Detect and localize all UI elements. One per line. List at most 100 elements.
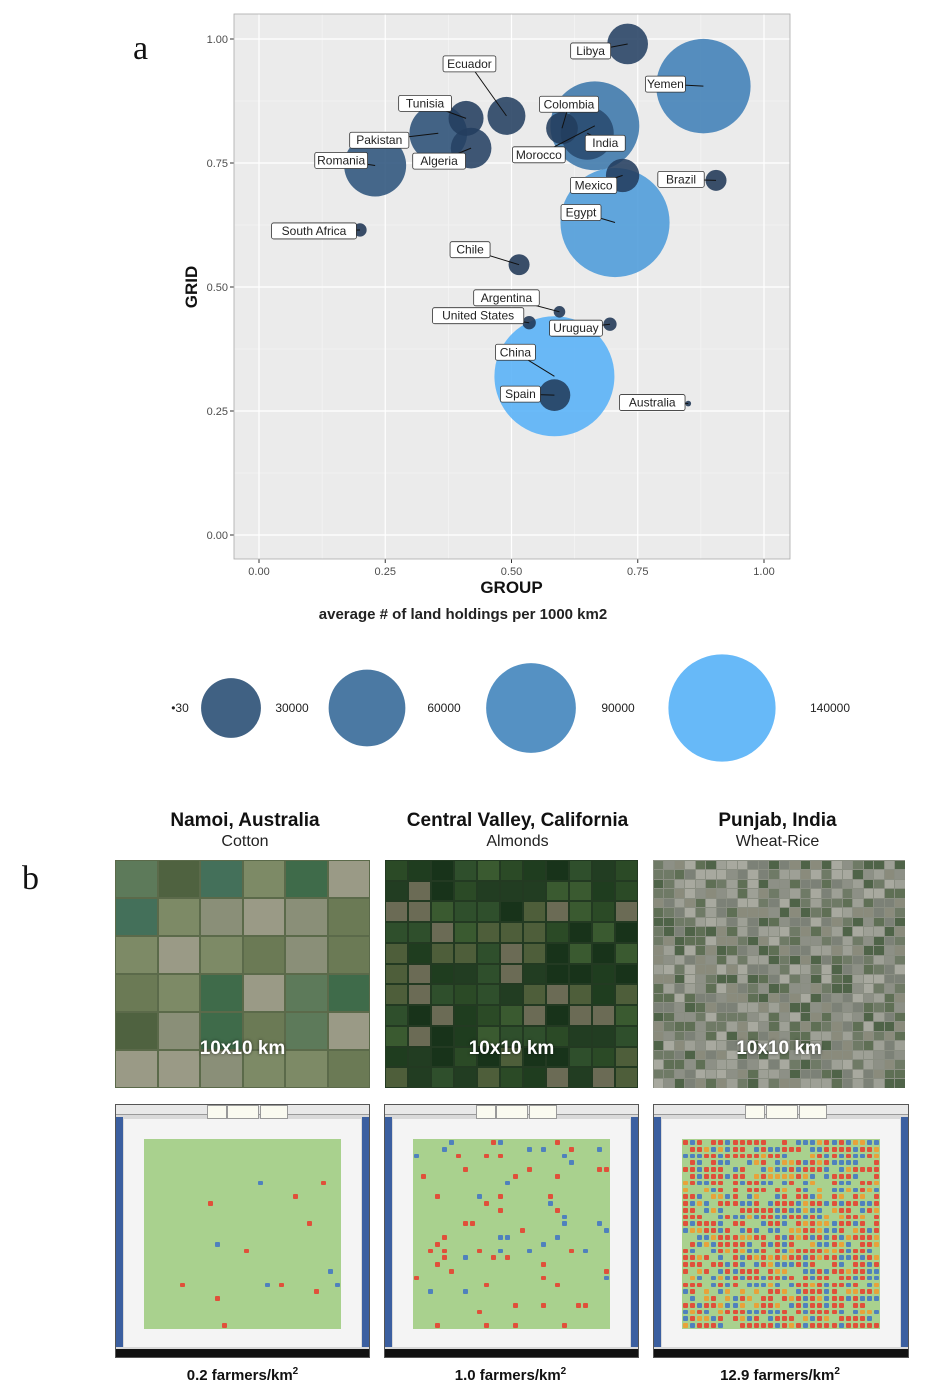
sim-agent-cell bbox=[774, 1173, 780, 1179]
field-parcel bbox=[863, 974, 873, 983]
field-parcel bbox=[758, 1012, 768, 1021]
sim-agent-cell bbox=[243, 1248, 249, 1254]
sim-agent-cell bbox=[428, 1289, 434, 1295]
field-parcel bbox=[884, 1069, 894, 1078]
sim-agent-cell bbox=[746, 1194, 752, 1200]
field-parcel bbox=[501, 1006, 522, 1025]
sim-agent-cell bbox=[838, 1214, 844, 1220]
field-parcel bbox=[653, 879, 663, 888]
field-parcel bbox=[727, 965, 737, 974]
sim-agent-cell bbox=[690, 1153, 696, 1159]
field-parcel bbox=[895, 870, 905, 879]
sim-agent-cell bbox=[222, 1323, 228, 1328]
density-exponent: 2 bbox=[292, 1366, 299, 1377]
field-parcel bbox=[570, 943, 591, 963]
sim-agent-cell bbox=[810, 1140, 816, 1145]
sim-agent-cell bbox=[859, 1235, 865, 1240]
field-parcel bbox=[821, 965, 831, 974]
sim-agent-cell bbox=[767, 1214, 773, 1220]
field-parcel bbox=[874, 946, 884, 955]
field-parcel bbox=[895, 1031, 905, 1040]
sim-agent-cell bbox=[831, 1140, 837, 1145]
sim-agent-cell bbox=[683, 1180, 689, 1186]
field-parcel bbox=[800, 1079, 810, 1088]
field-parcel bbox=[853, 908, 863, 917]
region-crop: Wheat-Rice bbox=[735, 833, 820, 850]
sim-agent-cell bbox=[718, 1316, 724, 1322]
field-parcel bbox=[737, 965, 747, 974]
sim-agent-cell bbox=[732, 1194, 738, 1200]
sim-agent-cell bbox=[774, 1167, 780, 1172]
sim-agent-cell bbox=[782, 1275, 788, 1281]
field-parcel bbox=[524, 861, 545, 880]
field-parcel bbox=[811, 984, 821, 993]
field-parcel bbox=[716, 917, 726, 926]
sim-agent-cell bbox=[845, 1173, 851, 1179]
field-parcel bbox=[737, 1022, 747, 1031]
sim-agent-cell bbox=[718, 1180, 724, 1186]
sim-agent-cell bbox=[704, 1228, 710, 1233]
field-parcel bbox=[853, 993, 863, 1002]
field-parcel bbox=[243, 1013, 284, 1049]
sim-agent-cell bbox=[803, 1323, 809, 1328]
field-parcel bbox=[547, 861, 568, 880]
sim-agent-cell bbox=[690, 1255, 696, 1261]
sim-agent-cell bbox=[711, 1153, 717, 1159]
sim-agent-cell bbox=[838, 1316, 844, 1322]
sim-agent-cell bbox=[718, 1221, 724, 1227]
field-parcel bbox=[737, 955, 747, 964]
field-parcel bbox=[455, 964, 476, 984]
sim-agent-cell bbox=[463, 1221, 469, 1227]
sim-agent-cell bbox=[760, 1140, 766, 1145]
sim-agent-cell bbox=[796, 1255, 802, 1261]
field-parcel bbox=[716, 898, 726, 907]
field-parcel bbox=[737, 993, 747, 1002]
field-parcel bbox=[895, 946, 905, 955]
field-parcel bbox=[478, 1068, 499, 1087]
field-parcel bbox=[501, 861, 522, 880]
field-parcel bbox=[570, 1047, 591, 1067]
sim-agent-cell bbox=[760, 1275, 766, 1281]
field-parcel bbox=[769, 1003, 779, 1012]
sim-agent-cell bbox=[711, 1323, 717, 1328]
field-parcel bbox=[455, 943, 476, 963]
label-spain: Spain bbox=[500, 385, 555, 403]
sim-agent-cell bbox=[817, 1201, 823, 1206]
sim-agent-cell bbox=[824, 1268, 830, 1274]
field-parcel bbox=[727, 974, 737, 983]
sim-agent-cell bbox=[824, 1309, 830, 1315]
sim-agent-cell bbox=[824, 1241, 830, 1247]
field-parcel bbox=[547, 985, 568, 1005]
field-parcel bbox=[874, 974, 884, 983]
field-parcel bbox=[758, 1022, 768, 1031]
sim-agent-cell bbox=[697, 1282, 703, 1288]
sim-agent-cell bbox=[796, 1140, 802, 1145]
field-parcel bbox=[547, 881, 568, 901]
sim-agent-cell bbox=[831, 1228, 837, 1233]
sim-agent-cell bbox=[845, 1282, 851, 1288]
sim-agent-cell bbox=[859, 1207, 865, 1213]
sim-agent-cell bbox=[683, 1228, 689, 1233]
field-parcel bbox=[685, 1041, 695, 1050]
field-parcel bbox=[286, 975, 327, 1011]
field-parcel bbox=[895, 1041, 905, 1050]
sim-agent-cell bbox=[831, 1221, 837, 1227]
field-parcel bbox=[695, 1069, 705, 1078]
sim-agent-cell bbox=[852, 1173, 858, 1179]
field-parcel bbox=[758, 1031, 768, 1040]
sim-agent-cell bbox=[817, 1235, 823, 1240]
sim-agent-cell bbox=[859, 1262, 865, 1267]
sim-agent-cell bbox=[845, 1235, 851, 1240]
sim-agent-cell bbox=[873, 1146, 879, 1152]
field-parcel bbox=[748, 870, 758, 879]
field-parcel bbox=[790, 984, 800, 993]
field-parcel bbox=[685, 879, 695, 888]
sim-agent-cell bbox=[774, 1160, 780, 1166]
field-parcel bbox=[758, 860, 768, 869]
sim-agent-cell bbox=[732, 1153, 738, 1159]
field-parcel bbox=[758, 889, 768, 898]
field-parcel bbox=[811, 955, 821, 964]
sim-agent-cell bbox=[803, 1194, 809, 1200]
field-parcel bbox=[832, 1031, 842, 1040]
field-parcel bbox=[616, 881, 637, 901]
